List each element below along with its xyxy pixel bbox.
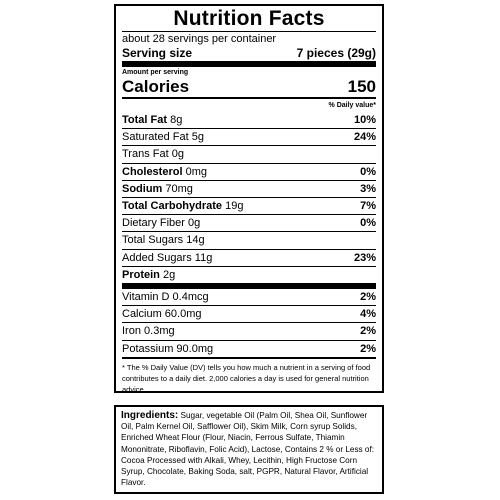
nutrition-facts-panel: Nutrition Facts about 28 servings per co…: [114, 4, 384, 394]
amount-per-serving: Amount per serving: [122, 69, 189, 76]
calories-label: Calories: [122, 77, 190, 96]
daily-value-footnote: * The % Daily Value (DV) tells you how m…: [122, 362, 371, 394]
nutrient-row-added-sugars: Added Sugars 11g 23%: [122, 248, 376, 266]
serving-size-label: Serving size: [122, 46, 193, 60]
serving-size-value: 7 pieces (29g): [296, 46, 376, 60]
daily-value-header: % Daily value*: [328, 102, 376, 109]
vitamin-row-vitamin-d: Vitamin D 0.4mcg 2%: [122, 291, 376, 304]
ingredients-text: Sugar, vegetable Oil (Palm Oil, Shea Oil…: [121, 411, 375, 488]
nutrient-row-protein: Protein 2g: [122, 265, 376, 283]
nutrient-row-total-sugars: Total Sugars 14g: [122, 231, 376, 248]
calories-row: Calories 150: [122, 78, 376, 95]
nutrient-row-saturated-fat: Saturated Fat 5g 24%: [122, 128, 376, 145]
vitamin-row-calcium: Calcium 60.0mg 4%: [122, 305, 376, 322]
vitamin-row-iron: Iron 0.3mg 2%: [122, 322, 376, 339]
nutrient-row-sodium: Sodium 70mg 3%: [122, 179, 376, 197]
calories-value: 150: [347, 77, 376, 96]
servings-per-container: about 28 servings per container: [122, 33, 277, 45]
nutrient-row-cholesterol: Cholesterol 0mg 0%: [122, 162, 376, 180]
vitamin-row-potassium: Potassium 90.0mg 2%: [122, 339, 376, 357]
nutrient-row-total-carbohydrate: Total Carbohydrate 19g 7%: [122, 197, 376, 214]
nutrient-row-trans-fat: Trans Fat 0g: [122, 145, 376, 162]
ingredients-label: Ingredients:: [121, 410, 179, 421]
serving-size-row: Serving size 7 pieces (29g): [122, 46, 376, 61]
nutrition-facts-title: Nutrition Facts: [173, 7, 325, 30]
nutrient-row-total-fat: Total Fat 8g 10%: [122, 114, 376, 126]
nutrient-row-dietary-fiber: Dietary Fiber 0g 0%: [122, 214, 376, 231]
ingredients-panel: Ingredients: Sugar, vegetable Oil (Palm …: [114, 405, 384, 494]
